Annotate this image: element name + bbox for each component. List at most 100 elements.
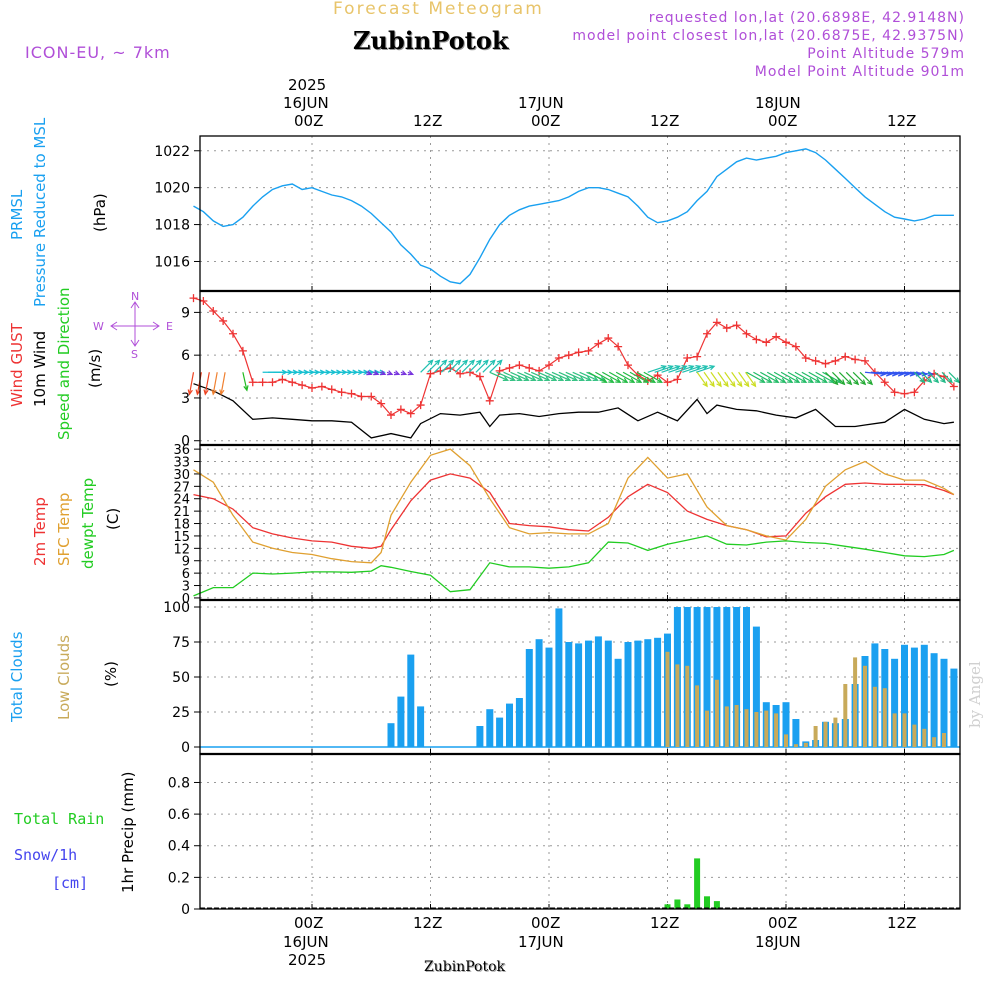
closest-point: model point closest lon,lat (20.6875E, 4… (572, 28, 965, 44)
y-tick-label: 6 (181, 348, 190, 364)
total-cloud-bar (417, 706, 425, 747)
gust-marker (564, 351, 573, 360)
y-tick-label: 3 (182, 580, 190, 595)
low-cloud-bar (734, 705, 739, 747)
wind-arrow-head (953, 377, 960, 384)
gust-marker (594, 339, 603, 348)
precip-bar (674, 899, 681, 909)
low-cloud-bar (695, 685, 700, 747)
pressure-line (193, 148, 954, 285)
gust-marker (703, 329, 711, 338)
wind-direction-arrow (544, 371, 564, 381)
gust-marker (762, 338, 771, 347)
dewpt-temp-line (193, 535, 955, 597)
gust-marker (308, 383, 316, 392)
panel-frame (199, 753, 961, 910)
wind-direction-arrow (242, 372, 248, 391)
wind-arrow-head (730, 381, 736, 388)
wind-direction-arrow (510, 371, 529, 381)
total-cloud-bar (703, 607, 711, 747)
gust-marker (387, 411, 395, 420)
wind-direction-arrow (588, 371, 607, 383)
wind-arrow-head (919, 377, 926, 384)
bottom-tick-12z-1: 12Z (413, 914, 443, 932)
low-cloud-bar (803, 742, 808, 747)
location-title: ZubinPotok (353, 26, 509, 55)
gust-marker (712, 318, 721, 327)
total-cloud-bar (545, 647, 553, 747)
wind-arrow-head (743, 381, 750, 388)
total-cloud-bar (486, 709, 494, 747)
top-tick-12z-1: 12Z (413, 112, 443, 130)
total-cloud-bar (940, 658, 948, 747)
wind-arrow-head (462, 359, 469, 366)
wind-direction-arrow (440, 359, 454, 373)
gust-marker (752, 335, 761, 344)
gust-marker (327, 385, 336, 394)
gust-marker (466, 368, 474, 377)
y-tick-label: 100 (163, 600, 190, 616)
top-date-18jun: 18JUN (755, 94, 801, 112)
wind-arrow-head (674, 365, 681, 371)
wind-direction-arrow (831, 371, 845, 385)
wind-arrow-head (947, 377, 953, 384)
gust-marker (505, 364, 514, 372)
y-tick-label: 6 (182, 567, 190, 582)
total-cloud-bar (752, 626, 760, 747)
gust-marker (475, 372, 484, 381)
wind-arrow-head (400, 370, 408, 376)
precip-bar (684, 904, 691, 909)
y-tick-label: 0.6 (168, 807, 190, 823)
wind-arrow-head (800, 377, 808, 383)
total-cloud-bar (901, 644, 908, 747)
total-rain-label: Total Rain (14, 810, 105, 828)
y-tick-label: 50 (172, 670, 190, 686)
total-cloud-bar (930, 653, 938, 747)
gust-marker (742, 329, 751, 338)
wind-direction-arrow (629, 371, 649, 383)
gust-marker (683, 354, 692, 363)
precip-bar (713, 901, 720, 909)
wind-arrow-head (373, 370, 380, 376)
wind-arrow-head (564, 376, 572, 381)
model-point-altitude: Model Point Altitude 901m (754, 64, 965, 80)
wind-arrow-head (867, 379, 874, 386)
y-tick-label: 75 (172, 635, 190, 651)
wind-arrow-head (578, 376, 586, 381)
wind-arrow-head (702, 365, 709, 371)
wind-direction-arrow (551, 371, 571, 381)
gust-marker (880, 378, 889, 387)
wind-direction-arrow (636, 371, 656, 383)
wind-arrow-head (780, 377, 787, 383)
wind-arrow-head (737, 381, 743, 388)
total-cloud-bar (910, 647, 918, 747)
wind-arrow-head (636, 377, 643, 383)
y-tick-label: 24 (173, 493, 190, 508)
wind-arrow-head (860, 379, 867, 386)
y-tick-label: 15 (173, 530, 190, 545)
wind-arrow-head (427, 359, 434, 366)
gust-marker (357, 392, 366, 401)
total-cloud-bar (723, 607, 731, 747)
wind-arrow-head (773, 377, 780, 383)
wind-direction-arrow (496, 371, 515, 381)
wind-arrow-head (921, 371, 928, 377)
total-cloud-bar (407, 654, 415, 747)
wind-arrow-head (615, 377, 622, 383)
wind-arrow-head (656, 377, 664, 383)
y-tick-label: 9 (181, 305, 190, 321)
wind-direction-arrow (695, 365, 715, 373)
wind-arrow-head (530, 376, 537, 381)
wind-arrow-head (750, 381, 757, 388)
total-cloud-bar (792, 719, 800, 747)
wind-arrow-head (709, 365, 716, 371)
wind-arrow-head (571, 376, 579, 381)
temp-2m-line (193, 473, 955, 549)
wind-arrow-head (469, 359, 476, 366)
wind-direction-arrow (489, 359, 503, 373)
wind-arrow-head (832, 379, 839, 386)
low-cloud-bar (744, 709, 749, 747)
wind-direction-arrow (689, 365, 708, 373)
gust-marker (693, 352, 702, 361)
top-tick-12z-2: 12Z (650, 112, 680, 130)
